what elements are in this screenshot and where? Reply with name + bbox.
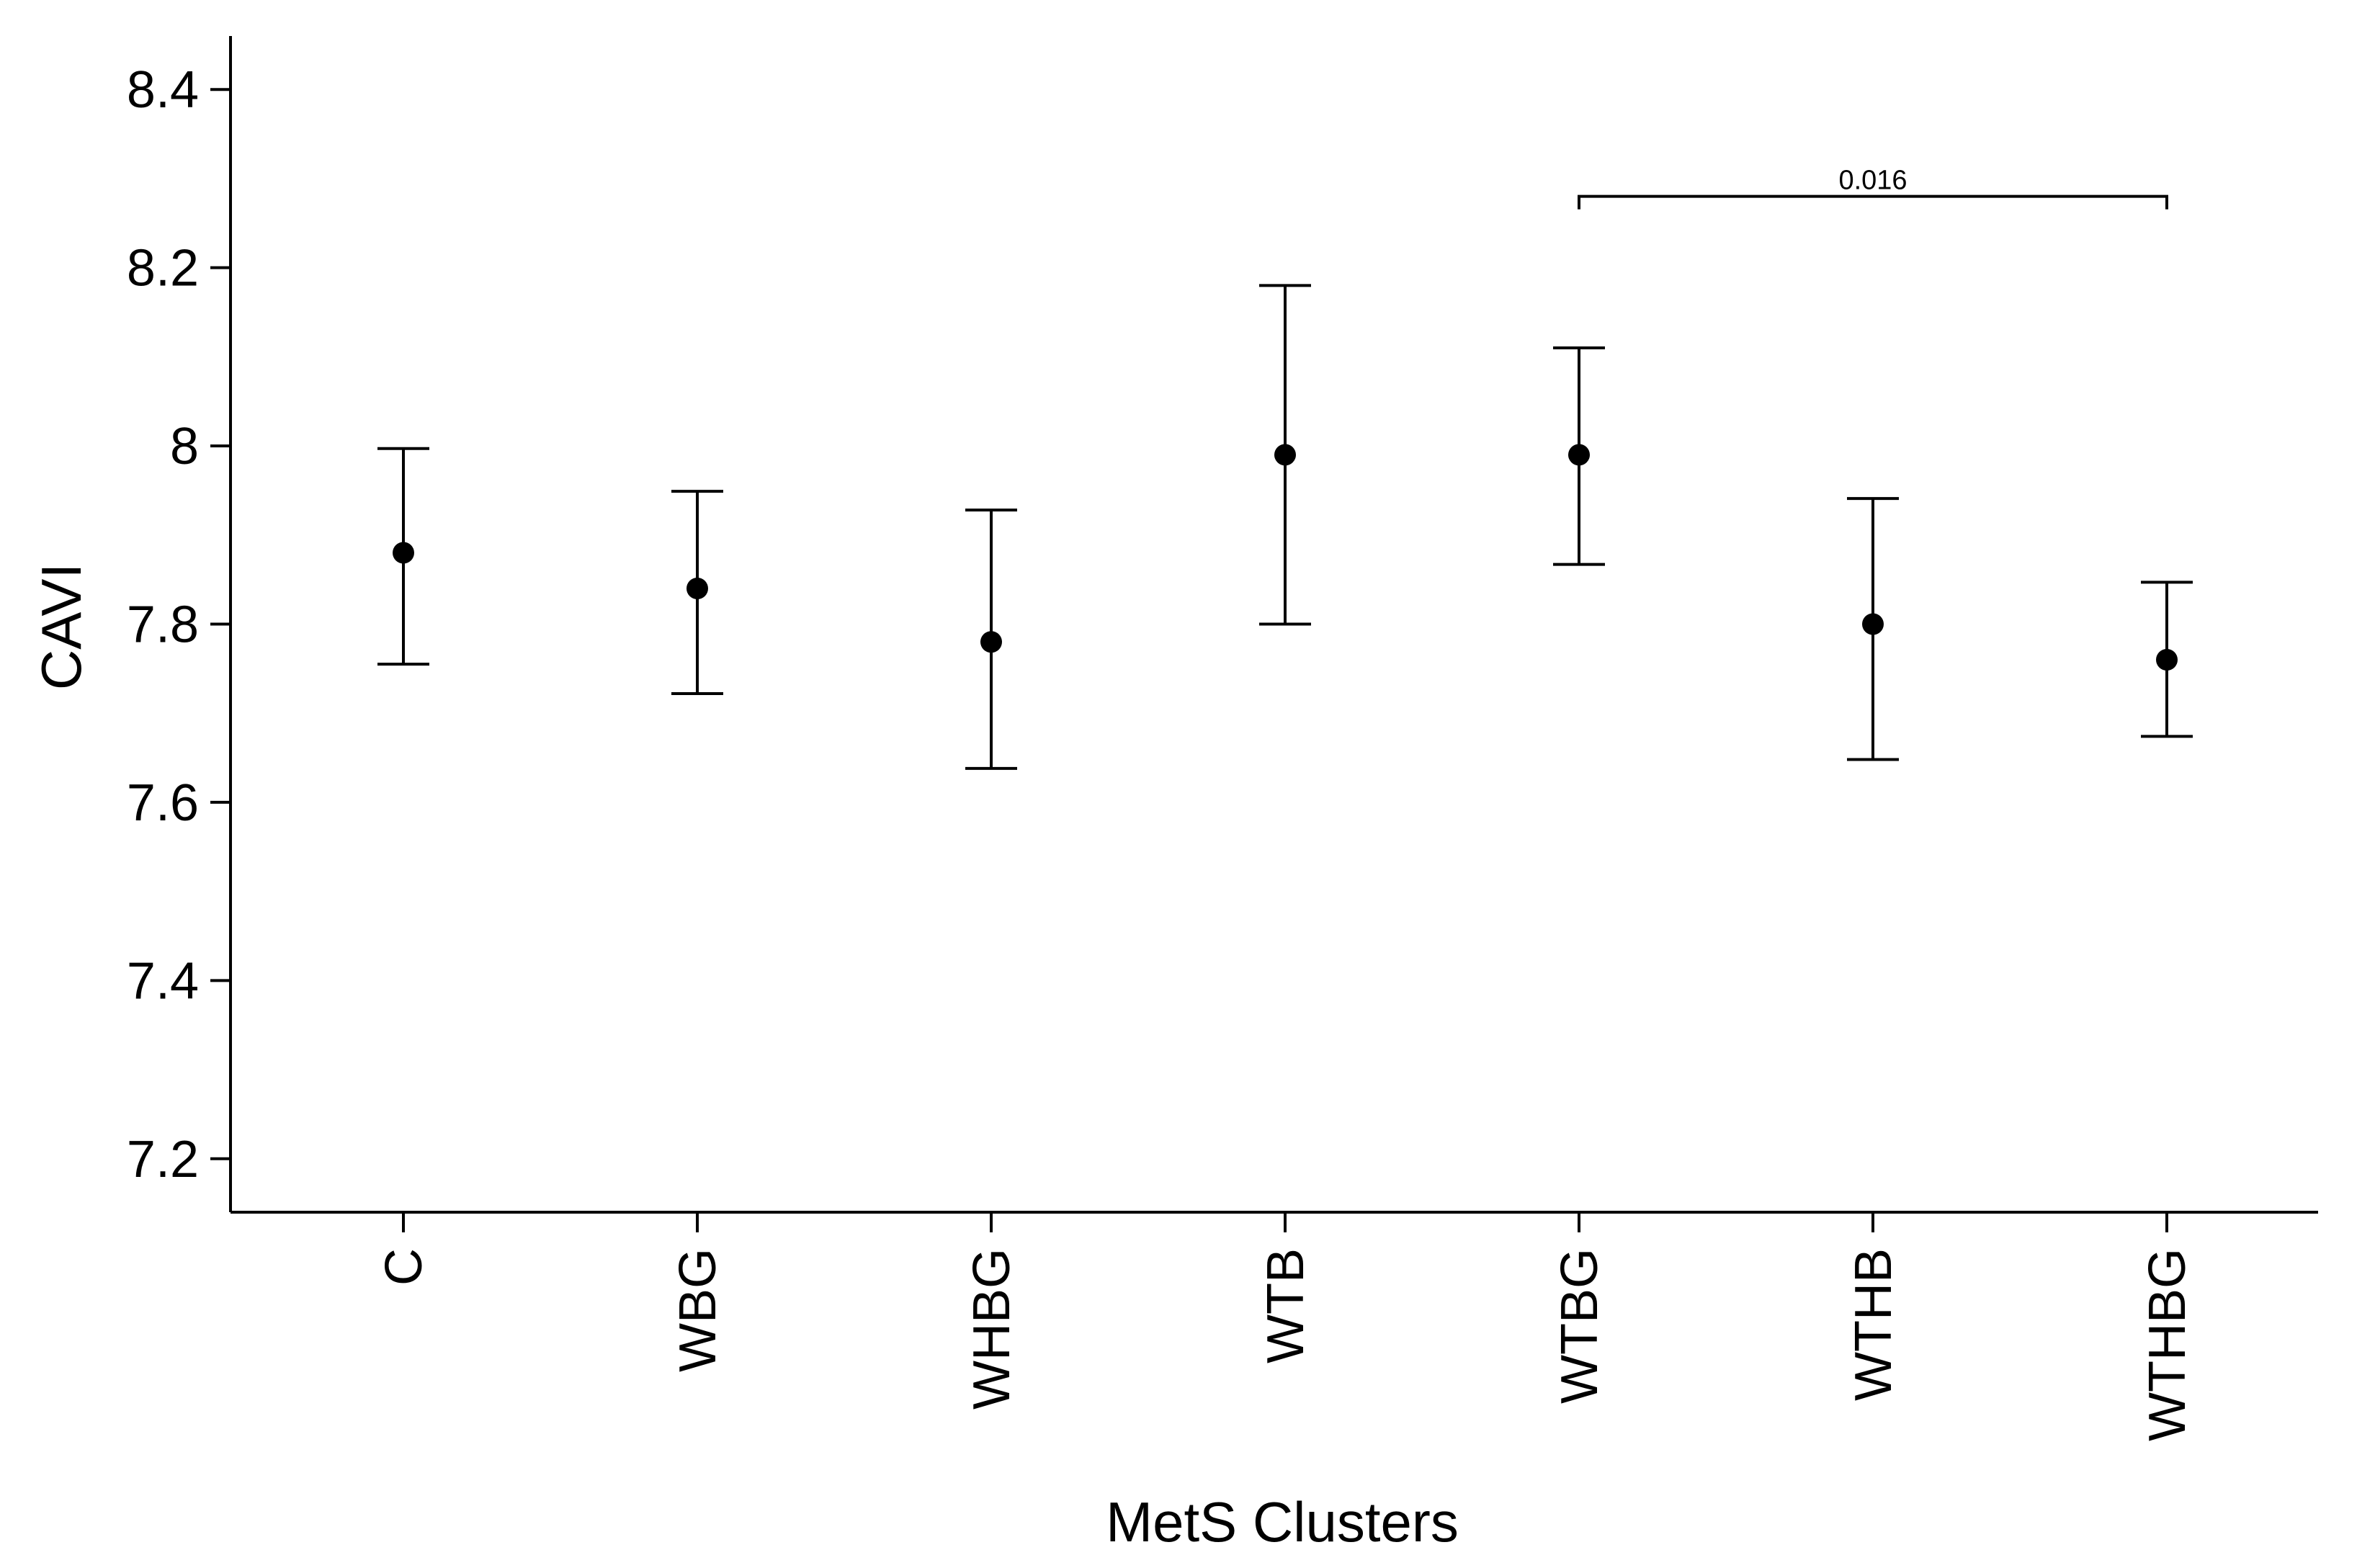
significance-bracket	[1578, 194, 2168, 210]
x-axis-ticks: C WBG WHBG WTB WTBG WTHB WTHBG	[375, 1212, 2196, 1441]
data-point	[2156, 648, 2178, 671]
x-tick-label: C	[375, 1248, 433, 1286]
data-point	[1274, 444, 1296, 466]
x-tick-label: WTB	[1257, 1248, 1315, 1363]
y-axis-title: CAVI	[30, 563, 93, 690]
data-point	[686, 578, 708, 600]
x-tick-label: WTHBG	[2139, 1248, 2196, 1441]
x-axis-title: MetS Clusters	[1106, 1490, 1459, 1554]
y-tick-label: 8.4	[127, 61, 199, 119]
y-axis-ticks: 7.2 7.4 7.6 7.8 8 8.2 8.4	[127, 61, 231, 1188]
y-tick-label: 7.8	[127, 596, 199, 654]
data-point	[980, 631, 1002, 653]
data-point	[1568, 444, 1590, 466]
y-tick-label: 7.6	[127, 774, 199, 832]
y-tick-label: 8.2	[127, 240, 199, 297]
x-tick-label: WHBG	[963, 1248, 1021, 1410]
x-tick-label: WTHB	[1845, 1248, 1902, 1401]
significance-annotations: 0.016	[1578, 166, 2168, 210]
x-tick-label: WTBG	[1551, 1248, 1609, 1404]
error-bars	[377, 284, 2193, 770]
data-points	[393, 444, 2178, 671]
data-point	[393, 542, 414, 564]
data-point	[1862, 613, 1884, 635]
y-tick-label: 8	[170, 418, 199, 475]
p-value-label: 0.016	[1838, 166, 1907, 196]
x-tick-label: WBG	[669, 1248, 727, 1372]
y-tick-label: 7.4	[127, 952, 199, 1010]
y-tick-label: 7.2	[127, 1131, 199, 1188]
